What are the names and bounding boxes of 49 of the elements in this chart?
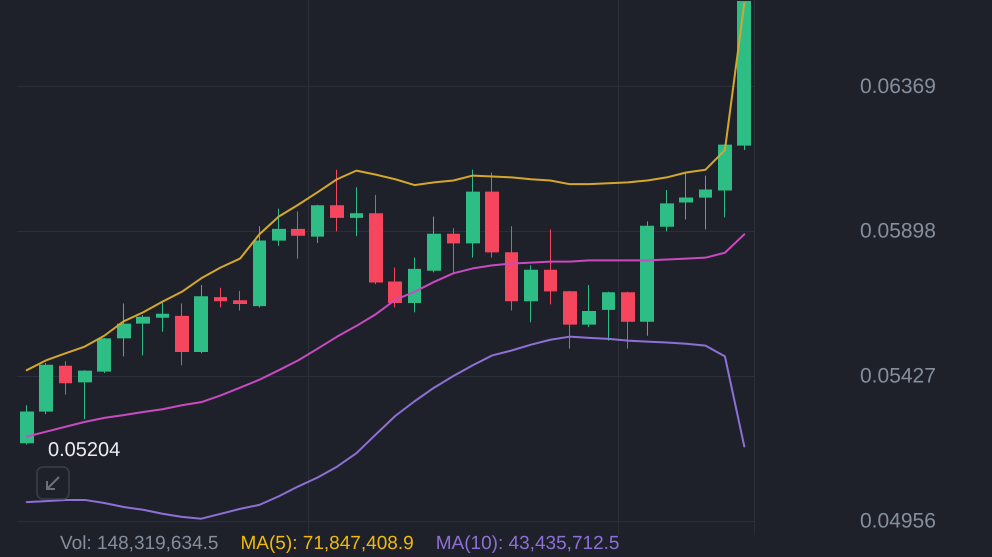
line-series bbox=[26, 336, 746, 520]
y-tick-label: 0.04956 bbox=[860, 509, 936, 532]
candlestick bbox=[311, 204, 324, 244]
candlestick bbox=[388, 267, 402, 308]
candlestick bbox=[233, 290, 247, 312]
candlestick bbox=[602, 291, 615, 342]
candlestick bbox=[272, 208, 286, 246]
candlestick bbox=[679, 172, 693, 220]
candlestick bbox=[369, 194, 383, 285]
candlestick bbox=[524, 264, 538, 323]
candlestick bbox=[350, 186, 363, 237]
candlestick bbox=[427, 216, 441, 273]
line-series bbox=[26, 2, 746, 372]
candlestick bbox=[621, 291, 635, 350]
candlestick bbox=[175, 302, 189, 366]
candlestick bbox=[117, 302, 131, 357]
candlestick bbox=[78, 370, 92, 420]
candlestick bbox=[194, 284, 208, 354]
annotation: MA(5): 71,847,408.9 bbox=[240, 533, 414, 554]
y-tick-label: 0.05898 bbox=[860, 220, 936, 243]
candlestick bbox=[59, 360, 72, 395]
candlestick bbox=[544, 228, 557, 305]
annotation: 0.05204 bbox=[48, 439, 120, 462]
line-series bbox=[26, 233, 746, 438]
candlestick bbox=[582, 284, 596, 328]
candlestick bbox=[20, 404, 34, 446]
candlestick bbox=[563, 290, 577, 350]
candlestick bbox=[466, 169, 480, 258]
candlestick bbox=[97, 337, 111, 374]
candlestick bbox=[330, 169, 344, 232]
candlestick bbox=[699, 175, 712, 230]
y-tick-label: 0.05427 bbox=[860, 364, 936, 388]
y-tick-label: 0.06369 bbox=[860, 74, 936, 98]
candlestick bbox=[39, 362, 53, 415]
candlestick bbox=[485, 172, 499, 258]
candlestick bbox=[253, 226, 266, 308]
candlestick bbox=[660, 190, 674, 232]
candlestick bbox=[291, 211, 305, 260]
candlestick bbox=[156, 302, 169, 332]
candlestick bbox=[408, 257, 421, 313]
candlestick bbox=[737, 1, 751, 151]
candlestick bbox=[214, 287, 227, 308]
annotation: MA(10): 43,435,712.5 bbox=[436, 533, 620, 554]
candlestick bbox=[718, 144, 732, 218]
candlestick bbox=[136, 314, 150, 356]
candlestick bbox=[640, 220, 654, 336]
candlestick bbox=[447, 228, 460, 274]
candlestick bbox=[505, 226, 518, 312]
annotation: Vol: 148,319,634.5 bbox=[60, 533, 218, 554]
